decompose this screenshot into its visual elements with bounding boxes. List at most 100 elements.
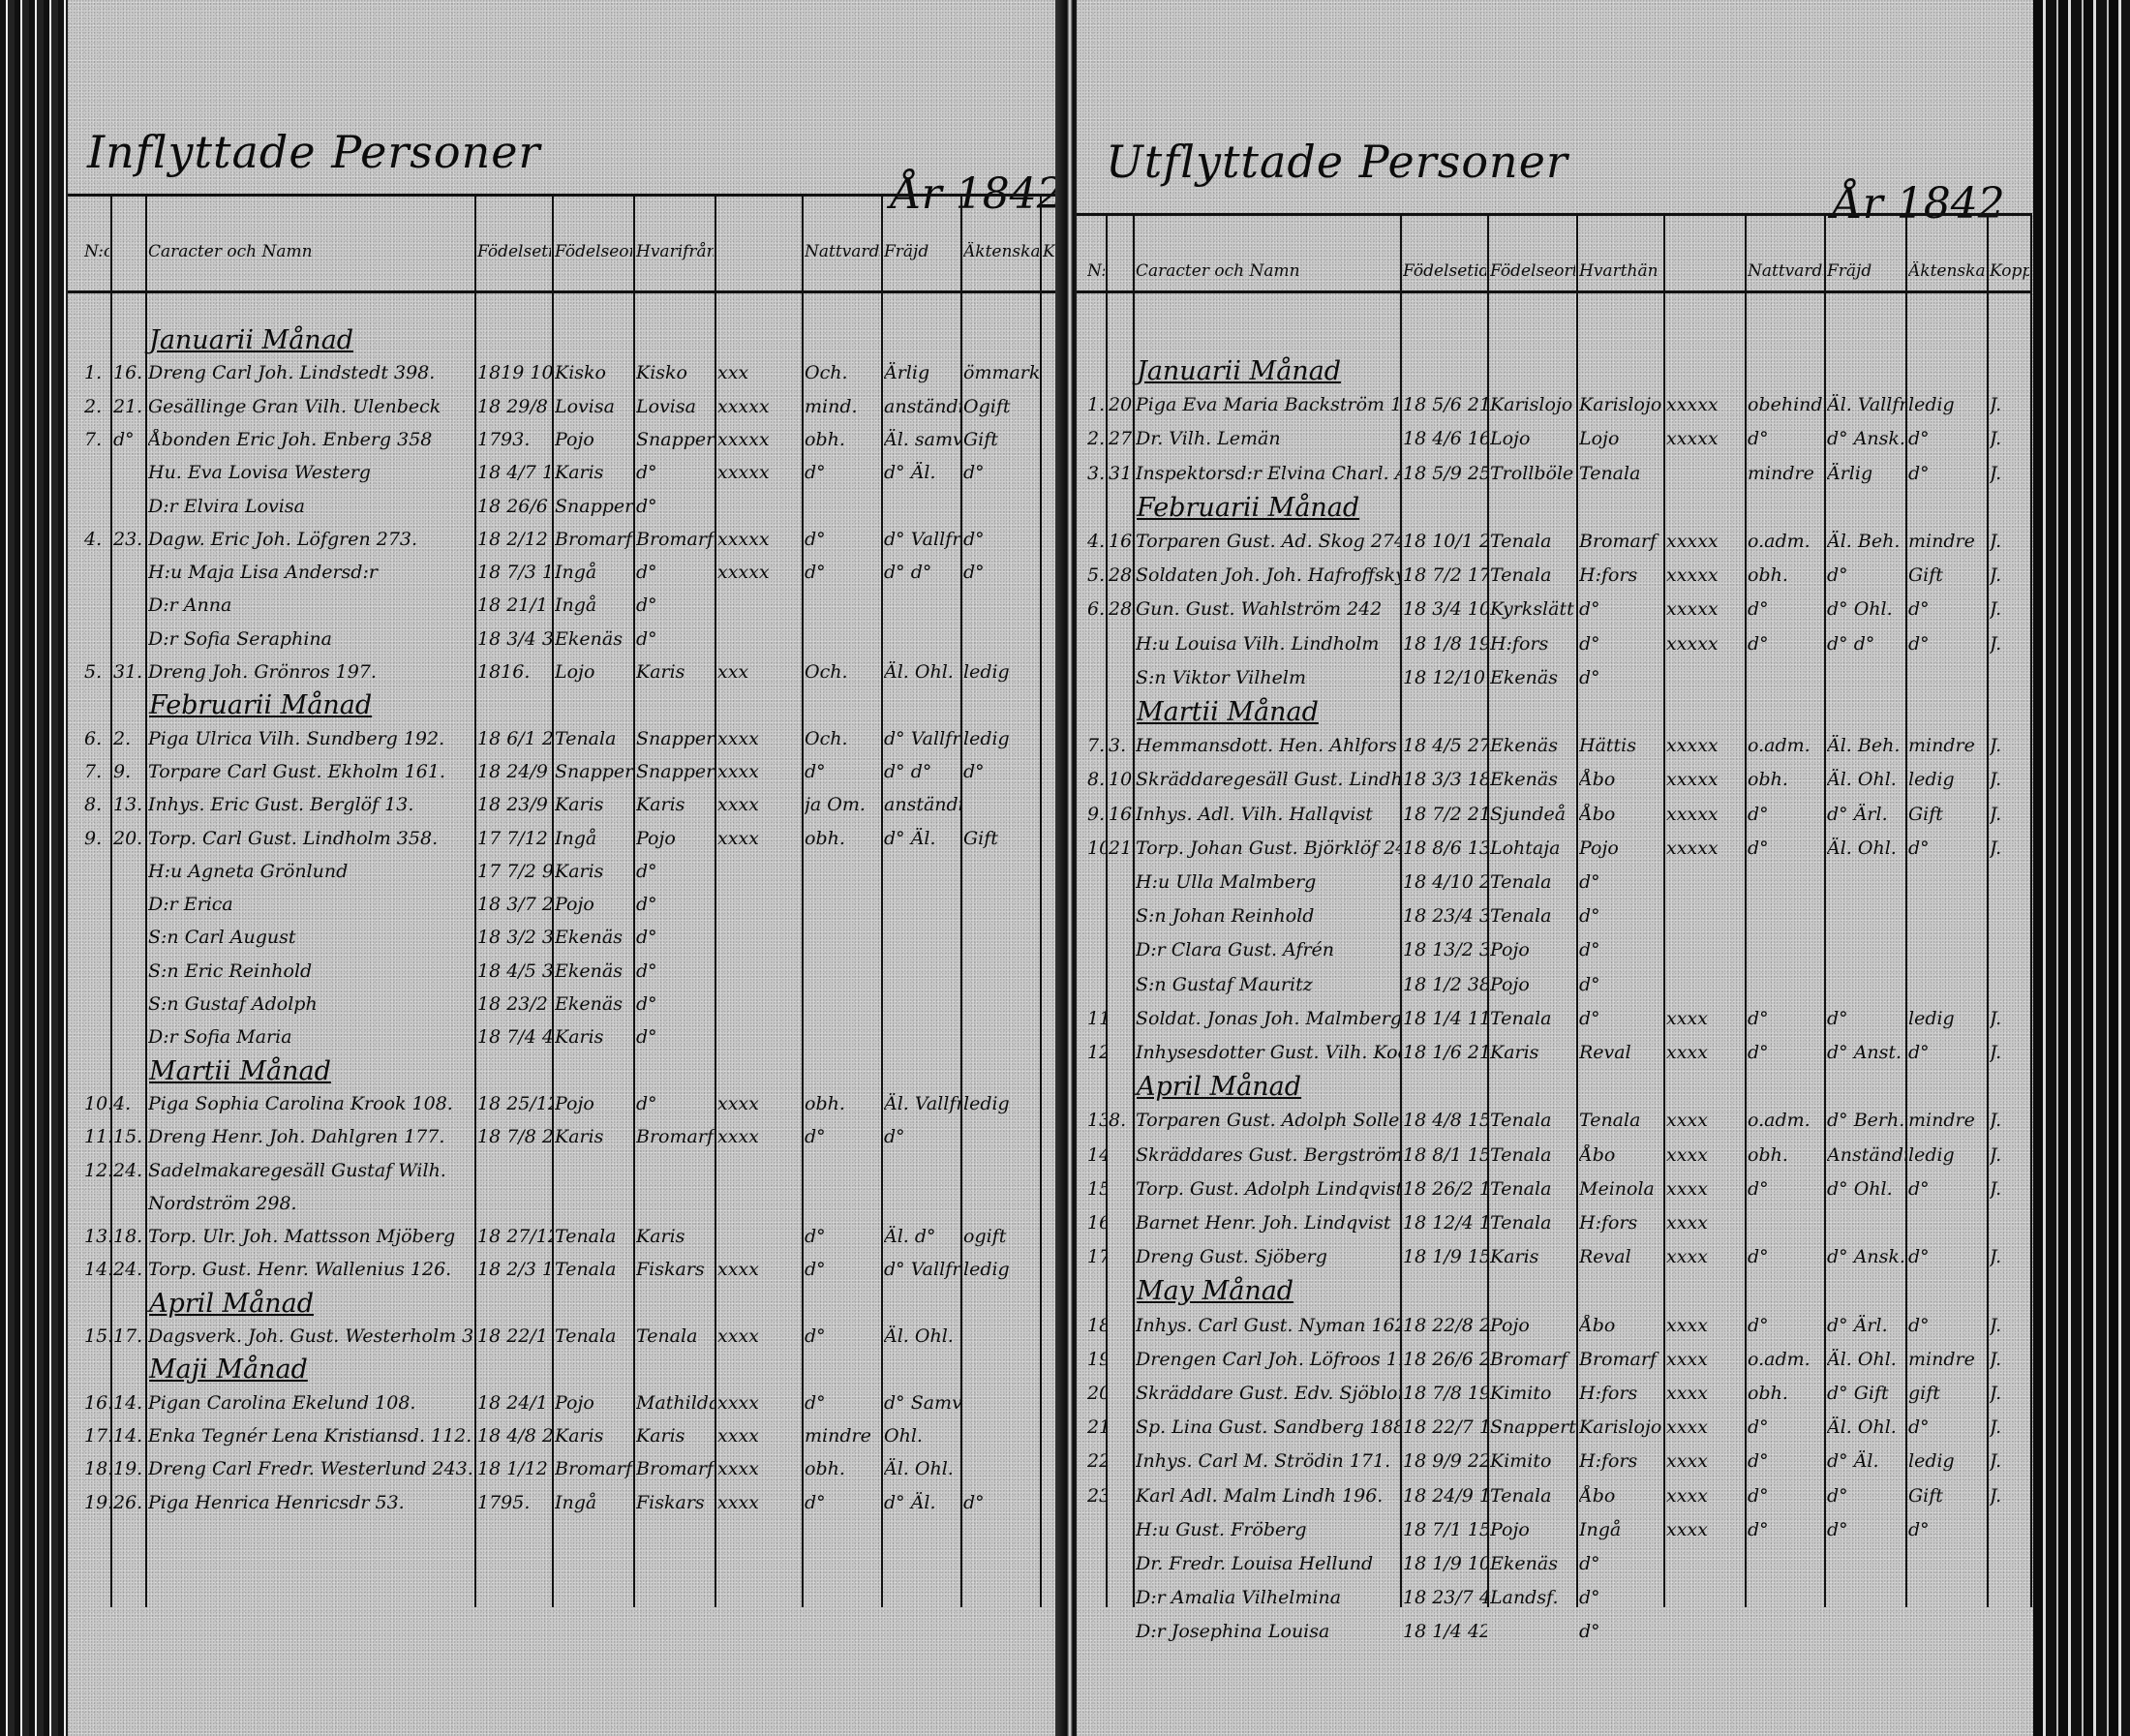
row-cell: Åbo [1579, 803, 1616, 825]
row-cell: D:r Erica [148, 894, 233, 916]
row-cell: 18 12/10 40. [1403, 666, 1487, 688]
row-cell: d° [1908, 1246, 1930, 1268]
row-cell: d° [805, 562, 826, 584]
register-row: D:r Elvira Lovisa 18 26/6 40.Snappert.d° [68, 496, 1065, 529]
row-cell: 14. [113, 1424, 143, 1447]
row-cell: 13. [113, 794, 143, 816]
row-cell: d° [805, 760, 826, 782]
register-row: H:u Agneta Grönlund 17 7/2 98.Karis d° [68, 861, 1065, 894]
row-cell: S:n Gustaf Adolph [148, 993, 318, 1015]
column-rule [1663, 213, 1665, 1607]
row-cell: Tenala [1490, 905, 1552, 928]
row-cell: ledig [963, 1259, 1010, 1281]
row-cell: S:n Gustaf Mauritz [1136, 973, 1313, 995]
row-cell: Skräddares Gust. Bergström [1136, 1143, 1400, 1166]
row-cell: Tenala [1490, 1212, 1552, 1233]
row-cell: xxxxx [1666, 564, 1719, 587]
row-cell: d° Äl. [1827, 1450, 1879, 1473]
row-cell: 4. [1087, 531, 1106, 552]
row-cell: Inspektorsd:r Elvina Charl. Ahlfors [1136, 462, 1400, 484]
row-cell: d° [1579, 939, 1600, 961]
row-cell: Äl. Vallfr [1827, 394, 1905, 416]
row-cell: d° [805, 1391, 826, 1414]
row-cell: obh. [1748, 564, 1788, 587]
register-row: 5. 31. Dreng Joh. Grönros 197. 1816. Lojo Kar… [68, 661, 1065, 694]
row-cell: d° [805, 1491, 826, 1513]
row-cell: d° [1579, 1007, 1600, 1029]
row-cell: xxxx [1666, 1383, 1708, 1404]
row-cell: xxxx [1666, 1143, 1708, 1166]
register-row: Dr. Fredr. Louisa Hellund 18 1/9 10.Ekenä… [1077, 1553, 2040, 1587]
row-cell: 18 24/1 23. [477, 1391, 552, 1414]
row-cell: Snappert. [1490, 1416, 1576, 1439]
row-cell: d° [805, 1259, 826, 1281]
row-cell: 18 7/3 18. [477, 562, 552, 584]
row-cell: 13. [1087, 1110, 1106, 1132]
row-cell: Karl Adl. Malm Lindh 196. [1136, 1484, 1384, 1507]
register-row: S:n Eric Reinhold 18 4/5 36.Ekenäs d° [68, 960, 1065, 993]
row-cell: xxxxx [717, 528, 770, 550]
row-cell: D:r Elvira Lovisa [148, 495, 305, 517]
row-cell: J. [1990, 1143, 2002, 1166]
row-cell: obh. [1748, 1143, 1788, 1166]
row-cell: Bromarf [636, 528, 714, 550]
row-cell: 18 24/9 28. [477, 760, 552, 782]
register-row: D:r Anna 18 21/1 37.Ingå d° [68, 594, 1065, 627]
register-row: 22. Inhys. Carl M. Strödin 171. 18 9/9 22.… [1077, 1450, 2040, 1484]
row-cell: d° Vallfr [884, 727, 960, 749]
row-cell: Äl. d° [884, 1226, 936, 1248]
row-cell: mindre [1908, 531, 1975, 552]
row-cell: d° d° [1827, 632, 1875, 655]
row-cell: Karis [636, 661, 685, 683]
row-cell: Karislojo [1579, 1416, 1662, 1439]
row-cell: 18 3/2 30. [477, 927, 552, 949]
row-cell: d° [1748, 1416, 1769, 1439]
row-cell: xxxx [1666, 1246, 1708, 1268]
register-row: H:u Maja Lisa Andersd:r 18 7/3 18.Ingå d° x… [68, 562, 1065, 594]
row-cell: H:fors [1579, 1450, 1638, 1473]
row-cell: 5. [84, 661, 103, 683]
row-cell: 10. [84, 1092, 110, 1114]
row-cell: xxxx [717, 1092, 759, 1114]
column-rule [1487, 213, 1489, 1607]
row-cell: Dreng Gust. Sjöberg [1136, 1246, 1327, 1268]
row-cell: 18. [113, 1226, 143, 1248]
row-cell: Torparen Gust. Adolph Sollerd [1136, 1110, 1400, 1132]
row-cell: Karis [555, 1126, 604, 1148]
row-cell: Pojo [1490, 973, 1530, 995]
row-cell: 18 12/4 11. [1403, 1212, 1487, 1233]
row-cell: d° Gift [1827, 1383, 1889, 1404]
row-cell: Drengen Carl Joh. Löfroos 117. [1136, 1348, 1400, 1370]
row-cell: Ekenäs [555, 959, 623, 982]
row-cell: 18 5/6 21. [1403, 394, 1487, 416]
row-cell: S:n Viktor Vilhelm [1136, 666, 1306, 688]
row-cell: D:r Josephina Louisa [1136, 1621, 1330, 1643]
row-cell: d° d° [884, 760, 932, 782]
row-cell: J. [1990, 632, 2002, 655]
row-cell: Kimito [1490, 1383, 1552, 1404]
row-cell: 31. [113, 661, 143, 683]
row-cell: Dreng Henr. Joh. Dahlgren 177. [148, 1126, 445, 1148]
register-row: D:r Clara Gust. Afrén 18 13/2 36.Pojo d° [1077, 939, 2040, 973]
row-cell: ogift [963, 1226, 1007, 1248]
row-cell: d° Äl. [884, 462, 936, 484]
row-cell: 18 22/7 16. [1403, 1416, 1487, 1439]
row-cell: 6. [1087, 598, 1106, 621]
row-cell: d° Anst. [1827, 1042, 1902, 1063]
row-cell: 4. [84, 528, 103, 550]
row-cell: Anständig [1827, 1143, 1905, 1166]
row-cell: Dr. Fredr. Louisa Hellund [1136, 1553, 1374, 1574]
row-cell: xxxxx [1666, 531, 1719, 552]
row-cell: d° [1579, 905, 1600, 928]
row-cell: 18 7/2 21. [1403, 803, 1487, 825]
row-cell: Tenala [1490, 1143, 1552, 1166]
row-cell: o.adm. [1748, 735, 1810, 757]
row-cell: 20. [1087, 1383, 1106, 1404]
row-cell: Ingå [555, 827, 597, 849]
row-cell: Ogift [963, 395, 1011, 417]
row-cell: d° Vallfr [884, 528, 960, 550]
row-cell: 18 1/6 21. [1403, 1042, 1487, 1063]
row-cell: 14. [84, 1259, 110, 1281]
row-cell: D:r Amalia Vilhelmina [1136, 1587, 1342, 1609]
